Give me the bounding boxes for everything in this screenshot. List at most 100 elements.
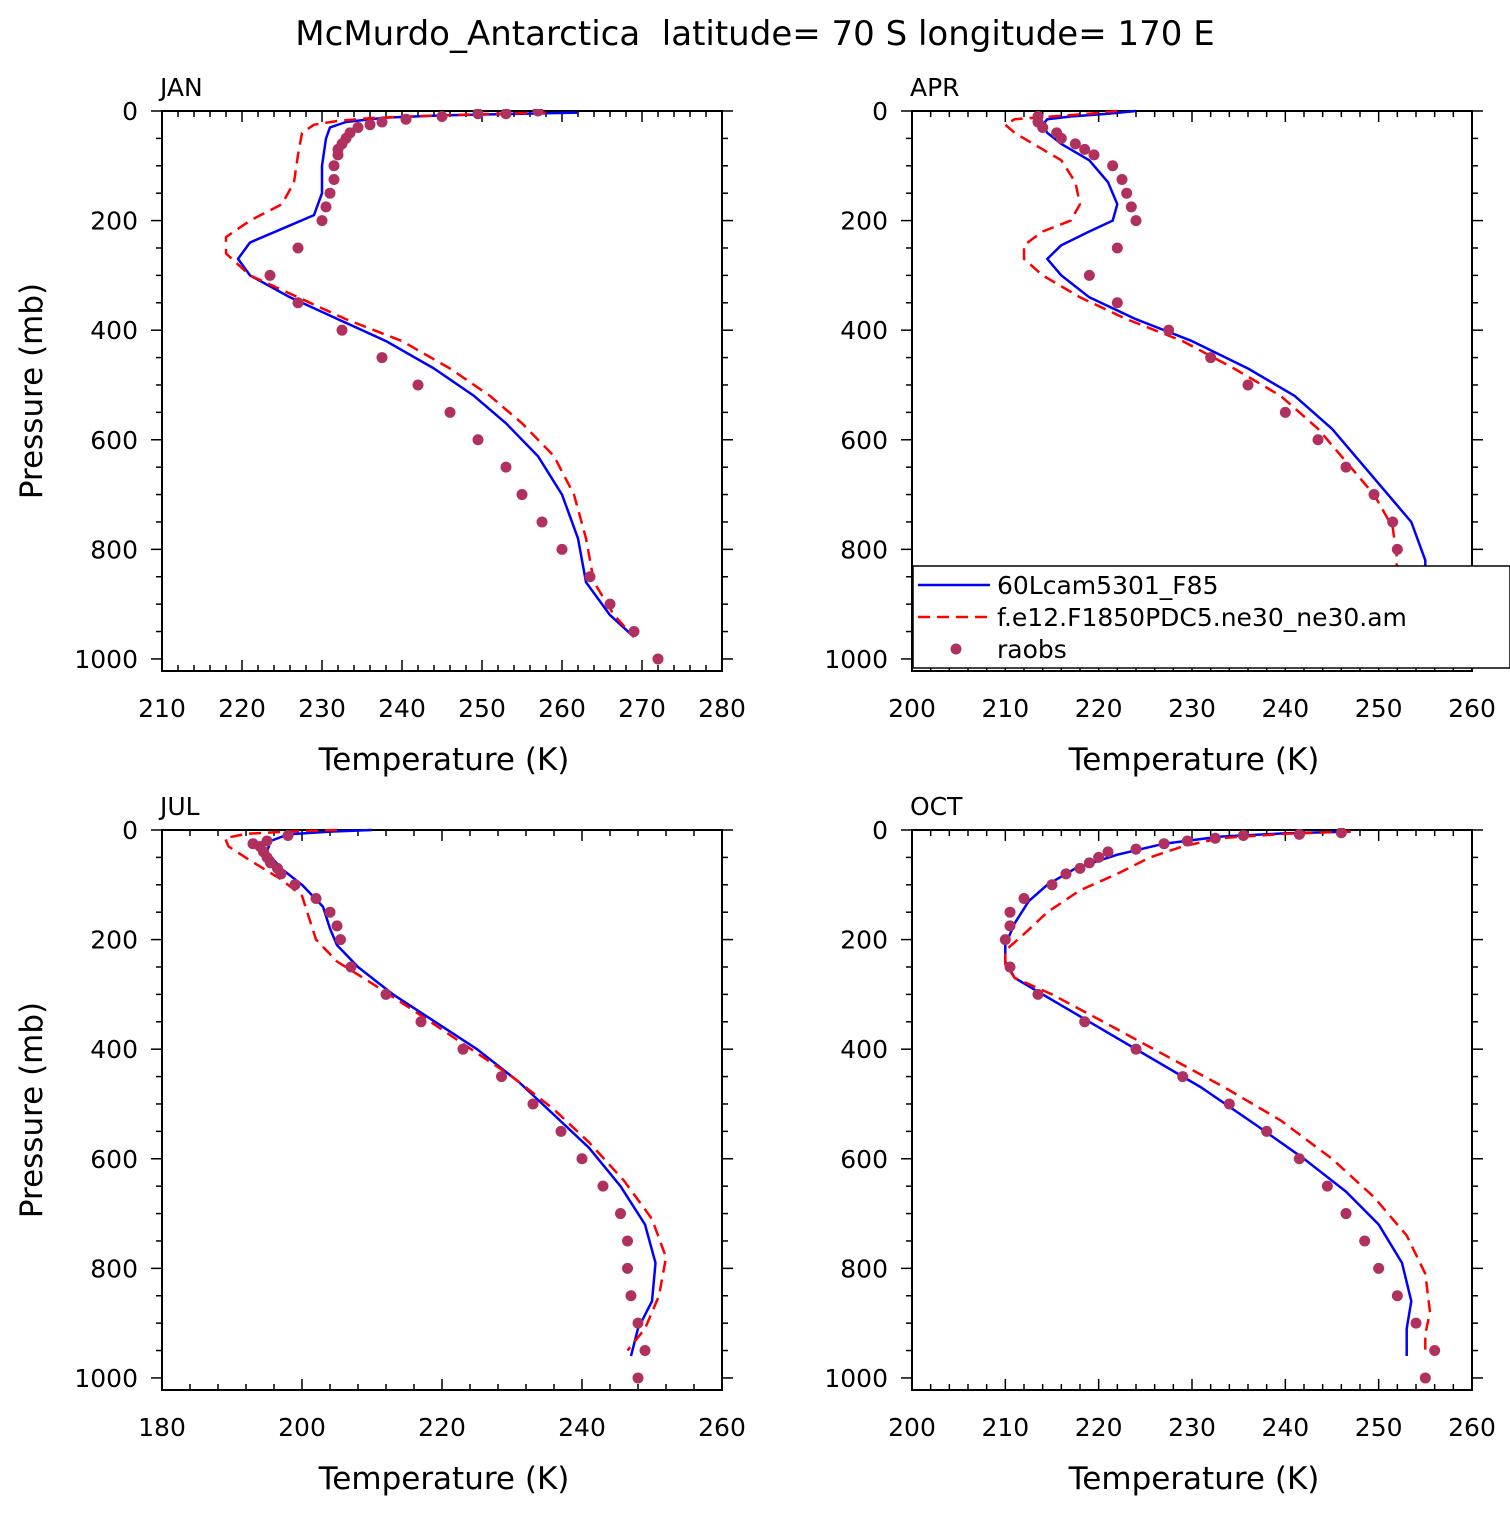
obs-point <box>1004 906 1016 918</box>
series-line-model2 <box>223 828 668 1352</box>
obs-point <box>1083 269 1095 281</box>
obs-point <box>1429 1345 1441 1357</box>
obs-point <box>496 1071 507 1083</box>
obs-point <box>335 934 346 946</box>
x-tick-label: 240 <box>1261 1413 1309 1442</box>
series-line-model1 <box>265 828 657 1357</box>
obs-point <box>292 297 304 309</box>
x-tick-label: 220 <box>418 1413 466 1442</box>
obs-point <box>1391 1290 1403 1302</box>
y-tick-label: 0 <box>872 816 888 845</box>
x-axis-label: Temperature (K) <box>1068 742 1320 778</box>
x-tick-label: 200 <box>888 694 936 723</box>
x-axis-label: Temperature (K) <box>1068 1461 1320 1497</box>
obs-point <box>1293 828 1305 840</box>
obs-point <box>556 543 568 555</box>
obs-point <box>1163 324 1175 336</box>
panels: JAN 210 220 230 240 250 260 270 280 0 200 400 600 800… <box>14 73 1496 1497</box>
y-tick-label: 800 <box>840 535 888 564</box>
plot-frame <box>161 829 723 1391</box>
y-tick-label: 400 <box>840 316 888 345</box>
obs-point <box>1074 862 1086 874</box>
obs-point <box>1060 868 1072 880</box>
obs-point <box>615 1208 626 1220</box>
plot-data <box>999 828 1441 1384</box>
y-tick-label: 400 <box>90 316 138 345</box>
y-tick-label: 200 <box>840 207 888 236</box>
panel-apr: APR 200 210 220 230 240 250 260 0 200 400 600 800 100… <box>824 73 1495 778</box>
obs-point <box>622 1235 633 1247</box>
panel-label: OCT <box>910 792 963 821</box>
x-axis-label: Temperature (K) <box>318 1461 570 1497</box>
panel-label: JUL <box>158 792 200 821</box>
obs-point <box>1223 1098 1235 1110</box>
obs-point <box>625 1290 637 1302</box>
x-tick-label: 220 <box>1075 694 1123 723</box>
y-tick-label: 1000 <box>74 645 138 674</box>
obs-point <box>527 1098 539 1110</box>
series-line-model2 <box>1004 830 1432 1351</box>
obs-point <box>1079 1016 1091 1028</box>
obs-point <box>1037 121 1049 133</box>
x-tick-label: 250 <box>1355 1413 1403 1442</box>
y-tick-label: 0 <box>872 97 888 126</box>
obs-point <box>324 187 336 199</box>
x-tick-label: 250 <box>1355 694 1403 723</box>
obs-point <box>1130 215 1142 227</box>
x-tick-label: 220 <box>1075 1413 1123 1442</box>
obs-point <box>264 269 276 281</box>
obs-point <box>1261 1125 1273 1137</box>
x-tick-label: 220 <box>218 694 266 723</box>
y-tick-label: 0 <box>122 97 138 126</box>
obs-point <box>622 1262 633 1274</box>
obs-point <box>1111 297 1123 309</box>
obs-point <box>632 1372 644 1384</box>
obs-point <box>1335 828 1347 839</box>
obs-point <box>1079 143 1091 155</box>
y-tick-label: 1000 <box>74 1364 138 1393</box>
legend-swatch-obs <box>950 643 962 655</box>
obs-point <box>576 1153 588 1165</box>
obs-point <box>1004 961 1016 973</box>
obs-point <box>1004 920 1016 932</box>
y-tick-label: 600 <box>90 1145 138 1174</box>
x-tick-label: 240 <box>378 694 426 723</box>
obs-point <box>1116 173 1128 185</box>
obs-point <box>1107 160 1119 172</box>
obs-point <box>1242 379 1254 391</box>
x-tick-label: 200 <box>278 1413 326 1442</box>
obs-point <box>1279 406 1291 418</box>
obs-point <box>597 1180 609 1192</box>
series-line-model1 <box>1041 109 1450 638</box>
x-tick-label: 270 <box>618 694 666 723</box>
panel-label: APR <box>910 73 960 102</box>
x-tick-label: 280 <box>698 694 746 723</box>
x-tick-label: 260 <box>698 1413 746 1442</box>
obs-point <box>1130 1043 1142 1055</box>
obs-point <box>1088 149 1100 161</box>
plot-data <box>224 109 664 665</box>
plot-data <box>223 828 668 1384</box>
obs-point <box>376 352 388 364</box>
obs-point <box>500 109 512 120</box>
obs-point <box>1121 187 1133 199</box>
obs-point <box>652 653 664 665</box>
obs-point <box>472 109 484 120</box>
obs-point <box>328 173 340 185</box>
y-axis-label: Pressure (mb) <box>14 283 50 499</box>
obs-point <box>1321 1180 1333 1192</box>
y-tick-label: 600 <box>90 426 138 455</box>
legend-label-model2: f.e12.F1850PDC5.ne30_ne30.am <box>997 603 1407 632</box>
obs-point <box>1093 851 1105 863</box>
obs-point <box>1032 988 1044 1000</box>
x-tick-label: 230 <box>1168 1413 1216 1442</box>
plot-frame <box>161 110 723 672</box>
obs-point <box>376 116 388 128</box>
panel-label: JAN <box>158 73 203 102</box>
series-line-model2 <box>1004 109 1408 633</box>
x-tick-label: 210 <box>138 694 186 723</box>
obs-point <box>1111 242 1123 254</box>
y-tick-label: 400 <box>90 1035 138 1064</box>
